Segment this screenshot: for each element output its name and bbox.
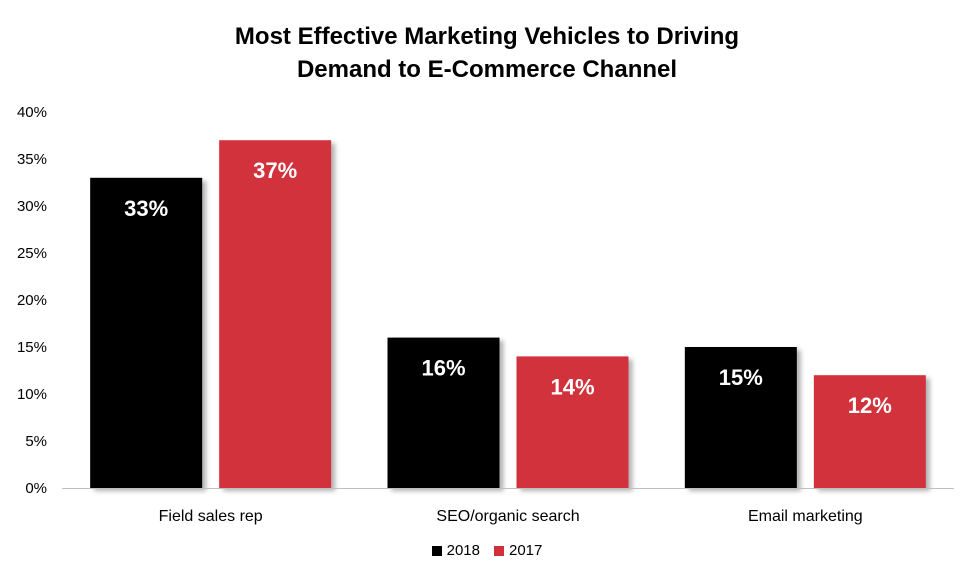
x-category-label: Field sales rep: [159, 508, 263, 525]
data-label: 33%: [124, 196, 168, 221]
y-tick-label: 40%: [17, 104, 47, 121]
data-label: 16%: [421, 356, 465, 381]
legend-label-2018: 2018: [446, 542, 480, 559]
x-axis: Field sales rep SEO/organic search Email m…: [62, 488, 954, 525]
legend-item-2017: 2017: [494, 542, 542, 559]
chart-title: Most Effective Marketing Vehicles to Dri…: [0, 20, 974, 86]
bar-2018-3: [684, 347, 797, 488]
y-tick-label: 10%: [17, 386, 47, 403]
data-label: 14%: [550, 374, 594, 399]
legend-label-2017: 2017: [509, 542, 543, 559]
bars: 33% 37% 16% 14% 15% 12%: [90, 140, 926, 489]
bar-2017-2: [516, 356, 629, 488]
legend-swatch-2018: [431, 545, 442, 556]
y-tick-label: 5%: [25, 433, 47, 450]
bar-2018-2: [387, 337, 500, 488]
y-tick-label: 35%: [17, 151, 47, 168]
chart-title-line-2: Demand to E-Commerce Channel: [296, 56, 678, 83]
y-tick-label: 0%: [25, 480, 47, 497]
y-tick-label: 15%: [17, 339, 47, 356]
legend-swatch-2017: [494, 545, 504, 556]
bar-2017-1: [219, 140, 332, 488]
y-tick-label: 30%: [17, 198, 47, 215]
chart-title-line-1: Most Effective Marketing Vehicles to Dri…: [234, 23, 740, 50]
y-tick-label: 20%: [17, 292, 47, 309]
x-category-label: Email marketing: [748, 508, 863, 525]
y-axis: 0% 5% 10% 15% 20% 25% 30% 35% 40%: [17, 104, 47, 497]
legend: 2018 2017: [0, 542, 974, 559]
data-label: 15%: [719, 365, 763, 390]
bar-2017-3: [813, 375, 926, 488]
x-category-label: SEO/organic search: [436, 508, 579, 525]
y-tick-label: 25%: [17, 245, 47, 262]
data-label: 37%: [253, 158, 297, 183]
data-label: 12%: [848, 393, 892, 418]
legend-item-2018: 2018: [431, 542, 480, 559]
bar-2018-1: [90, 177, 203, 489]
